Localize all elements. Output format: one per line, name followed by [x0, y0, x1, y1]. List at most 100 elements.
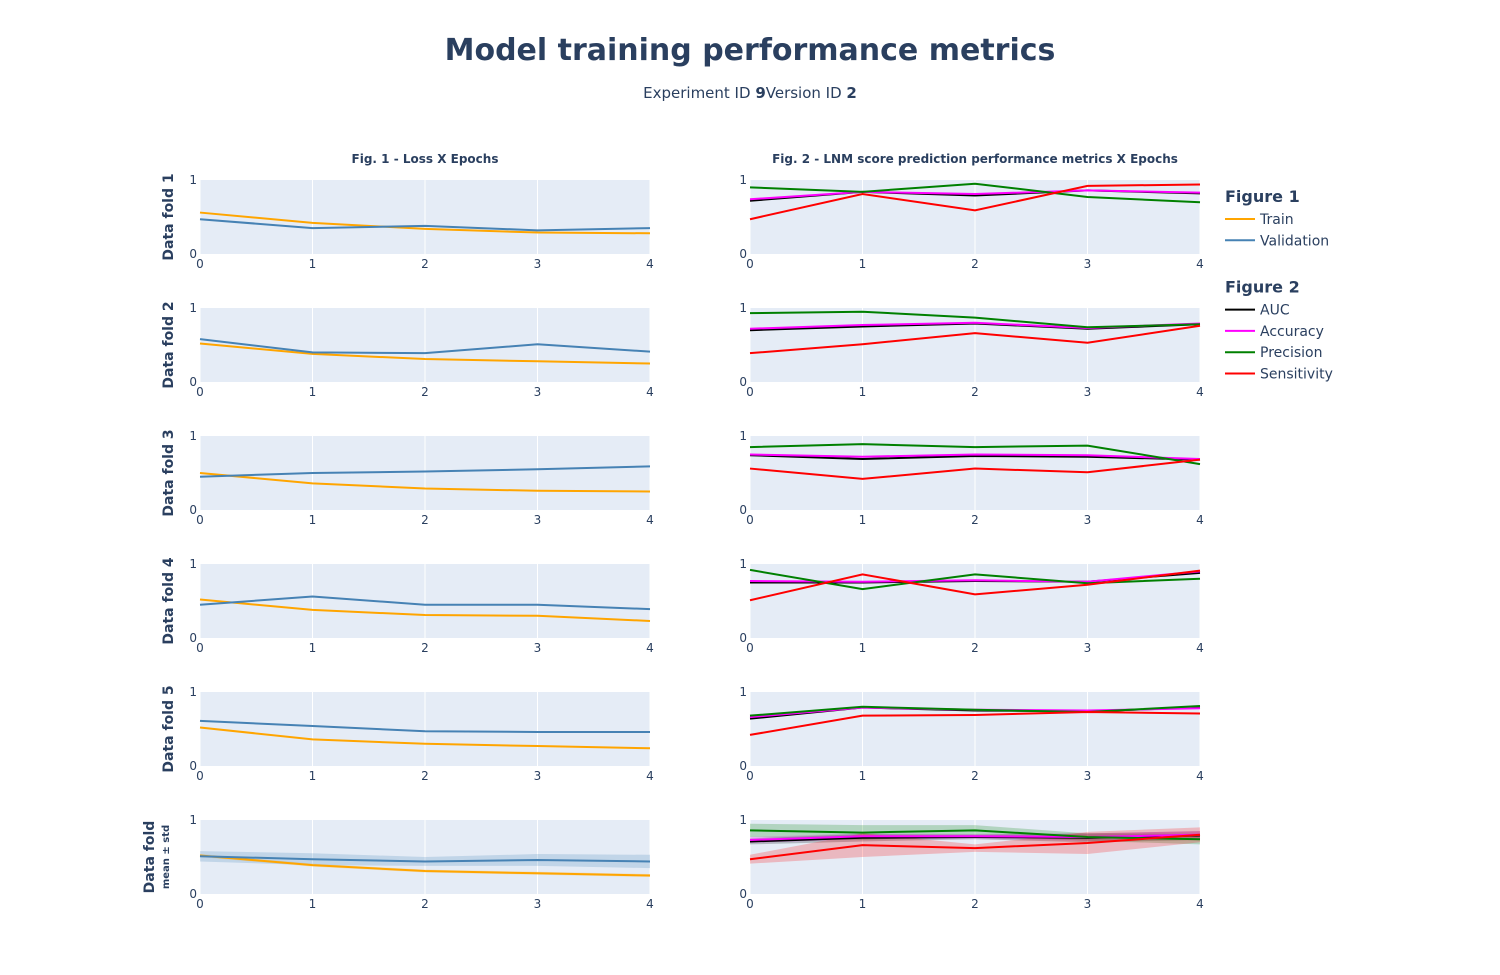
series-line-precision [749, 829, 1201, 841]
x-tick-label: 4 [1196, 641, 1204, 655]
x-tick-label: 0 [746, 257, 754, 271]
x-tick-label: 3 [1084, 257, 1092, 271]
x-tick-label: 0 [196, 385, 204, 399]
y-tick-label: 1 [189, 557, 197, 571]
x-tick-label: 0 [196, 641, 204, 655]
legend-item-accuracy[interactable]: Accuracy [1225, 324, 1324, 340]
y-tick-label: 0 [739, 247, 747, 261]
y-tick-label: 1 [189, 813, 197, 827]
x-tick-label: 0 [746, 897, 754, 911]
y-tick-label: 1 [189, 301, 197, 315]
y-tick-label: 1 [189, 685, 197, 699]
row-label-2: Data fold 2 [161, 301, 177, 388]
series-line-train [199, 211, 651, 235]
std-band-precision [750, 823, 1200, 845]
panel-r5-c2: 0 1 2 3 4 1 0 [739, 685, 1203, 783]
x-tick-label: 1 [859, 769, 867, 783]
x-tick-label: 4 [646, 769, 654, 783]
x-tick-label: 4 [646, 257, 654, 271]
y-tick-label: 0 [739, 887, 747, 901]
legend-label: Train [1259, 212, 1294, 228]
y-tick-label: 0 [739, 631, 747, 645]
x-tick-label: 1 [309, 641, 317, 655]
series-line-train [199, 726, 651, 750]
x-tick-label: 3 [1084, 641, 1092, 655]
series-line-precision [749, 310, 1201, 329]
panel-r6-c2: 0 1 2 3 4 1 0 [739, 813, 1203, 911]
legend: Figure 1 Train Validation Figure 2 AUC Accura… [1225, 187, 1333, 383]
y-tick-label: 0 [739, 503, 747, 517]
experiment-id: 9 [755, 84, 765, 102]
x-tick-label: 4 [1196, 257, 1204, 271]
y-tick-label: 1 [739, 685, 747, 699]
panel-r1-c1: 0 1 2 3 4 1 0 [189, 173, 653, 271]
x-tick-label: 4 [646, 897, 654, 911]
x-tick-label: 2 [421, 257, 429, 271]
series-line-train [199, 472, 651, 493]
legend-title-2: Figure 2 [1225, 278, 1300, 297]
panel-r6-c1: 0 1 2 3 4 1 0 [189, 813, 653, 911]
panels: Fig. 1 - Loss X Epochs Fig. 2 - LNM score… [142, 152, 1204, 911]
x-tick-label: 3 [534, 257, 542, 271]
legend-item-sensitivity[interactable]: Sensitivity [1225, 367, 1333, 383]
x-tick-label: 1 [309, 769, 317, 783]
x-tick-label: 3 [1084, 769, 1092, 783]
y-tick-label: 1 [739, 557, 747, 571]
x-tick-label: 3 [1084, 385, 1092, 399]
x-tick-label: 4 [646, 641, 654, 655]
legend-item-precision[interactable]: Precision [1225, 345, 1322, 361]
series-line-train [199, 598, 651, 622]
series-line-validation [199, 855, 651, 863]
y-tick-label: 1 [739, 429, 747, 443]
x-tick-label: 2 [971, 769, 979, 783]
series-line-accuracy [749, 453, 1201, 460]
x-tick-label: 0 [196, 513, 204, 527]
series-line-auc [749, 454, 1201, 461]
series-line-validation [199, 719, 650, 733]
x-tick-label: 2 [971, 385, 979, 399]
x-tick-label: 3 [534, 769, 542, 783]
y-tick-label: 1 [739, 173, 747, 187]
x-tick-label: 3 [1084, 513, 1092, 527]
y-tick-label: 0 [189, 759, 197, 773]
panel-r3-c2: 0 1 2 3 4 1 0 [739, 429, 1203, 527]
series-line-train [199, 342, 651, 365]
x-tick-label: 3 [534, 385, 542, 399]
x-tick-label: 1 [859, 257, 867, 271]
x-tick-label: 0 [746, 385, 754, 399]
x-tick-label: 0 [196, 769, 204, 783]
x-tick-label: 1 [859, 513, 867, 527]
y-tick-label: 0 [189, 631, 197, 645]
x-tick-label: 2 [971, 513, 979, 527]
legend-item-train[interactable]: Train [1225, 212, 1294, 228]
x-tick-label: 1 [309, 897, 317, 911]
series-line-accuracy [749, 570, 1201, 583]
legend-label: Validation [1260, 233, 1329, 249]
legend-item-auc[interactable]: AUC [1225, 303, 1290, 319]
series-line-accuracy [749, 833, 1201, 841]
x-tick-label: 3 [534, 897, 542, 911]
x-tick-label: 3 [534, 641, 542, 655]
series-line-sensitivity [749, 569, 1201, 602]
y-tick-label: 1 [189, 429, 197, 443]
x-tick-label: 0 [196, 257, 204, 271]
y-tick-label: 0 [189, 375, 197, 389]
row-label-5: Data fold 5 [161, 685, 177, 772]
panel-title-2: Fig. 2 - LNM score prediction performanc… [772, 152, 1178, 166]
series-line-sensitivity [749, 710, 1201, 736]
y-tick-label: 0 [739, 375, 747, 389]
x-tick-label: 0 [746, 513, 754, 527]
std-band-validation [200, 851, 650, 869]
x-tick-label: 2 [421, 641, 429, 655]
legend-item-validation[interactable]: Validation [1225, 233, 1329, 249]
x-tick-label: 1 [859, 641, 867, 655]
series-line-accuracy [749, 189, 1201, 201]
y-tick-label: 1 [189, 173, 197, 187]
panel-r2-c1: 0 1 2 3 4 1 0 [189, 301, 653, 399]
version-label: Version ID [766, 84, 847, 102]
x-tick-label: 2 [971, 257, 979, 271]
series-line-precision [749, 443, 1201, 466]
x-tick-label: 3 [1084, 897, 1092, 911]
x-tick-label: 1 [309, 257, 317, 271]
x-tick-label: 3 [534, 513, 542, 527]
